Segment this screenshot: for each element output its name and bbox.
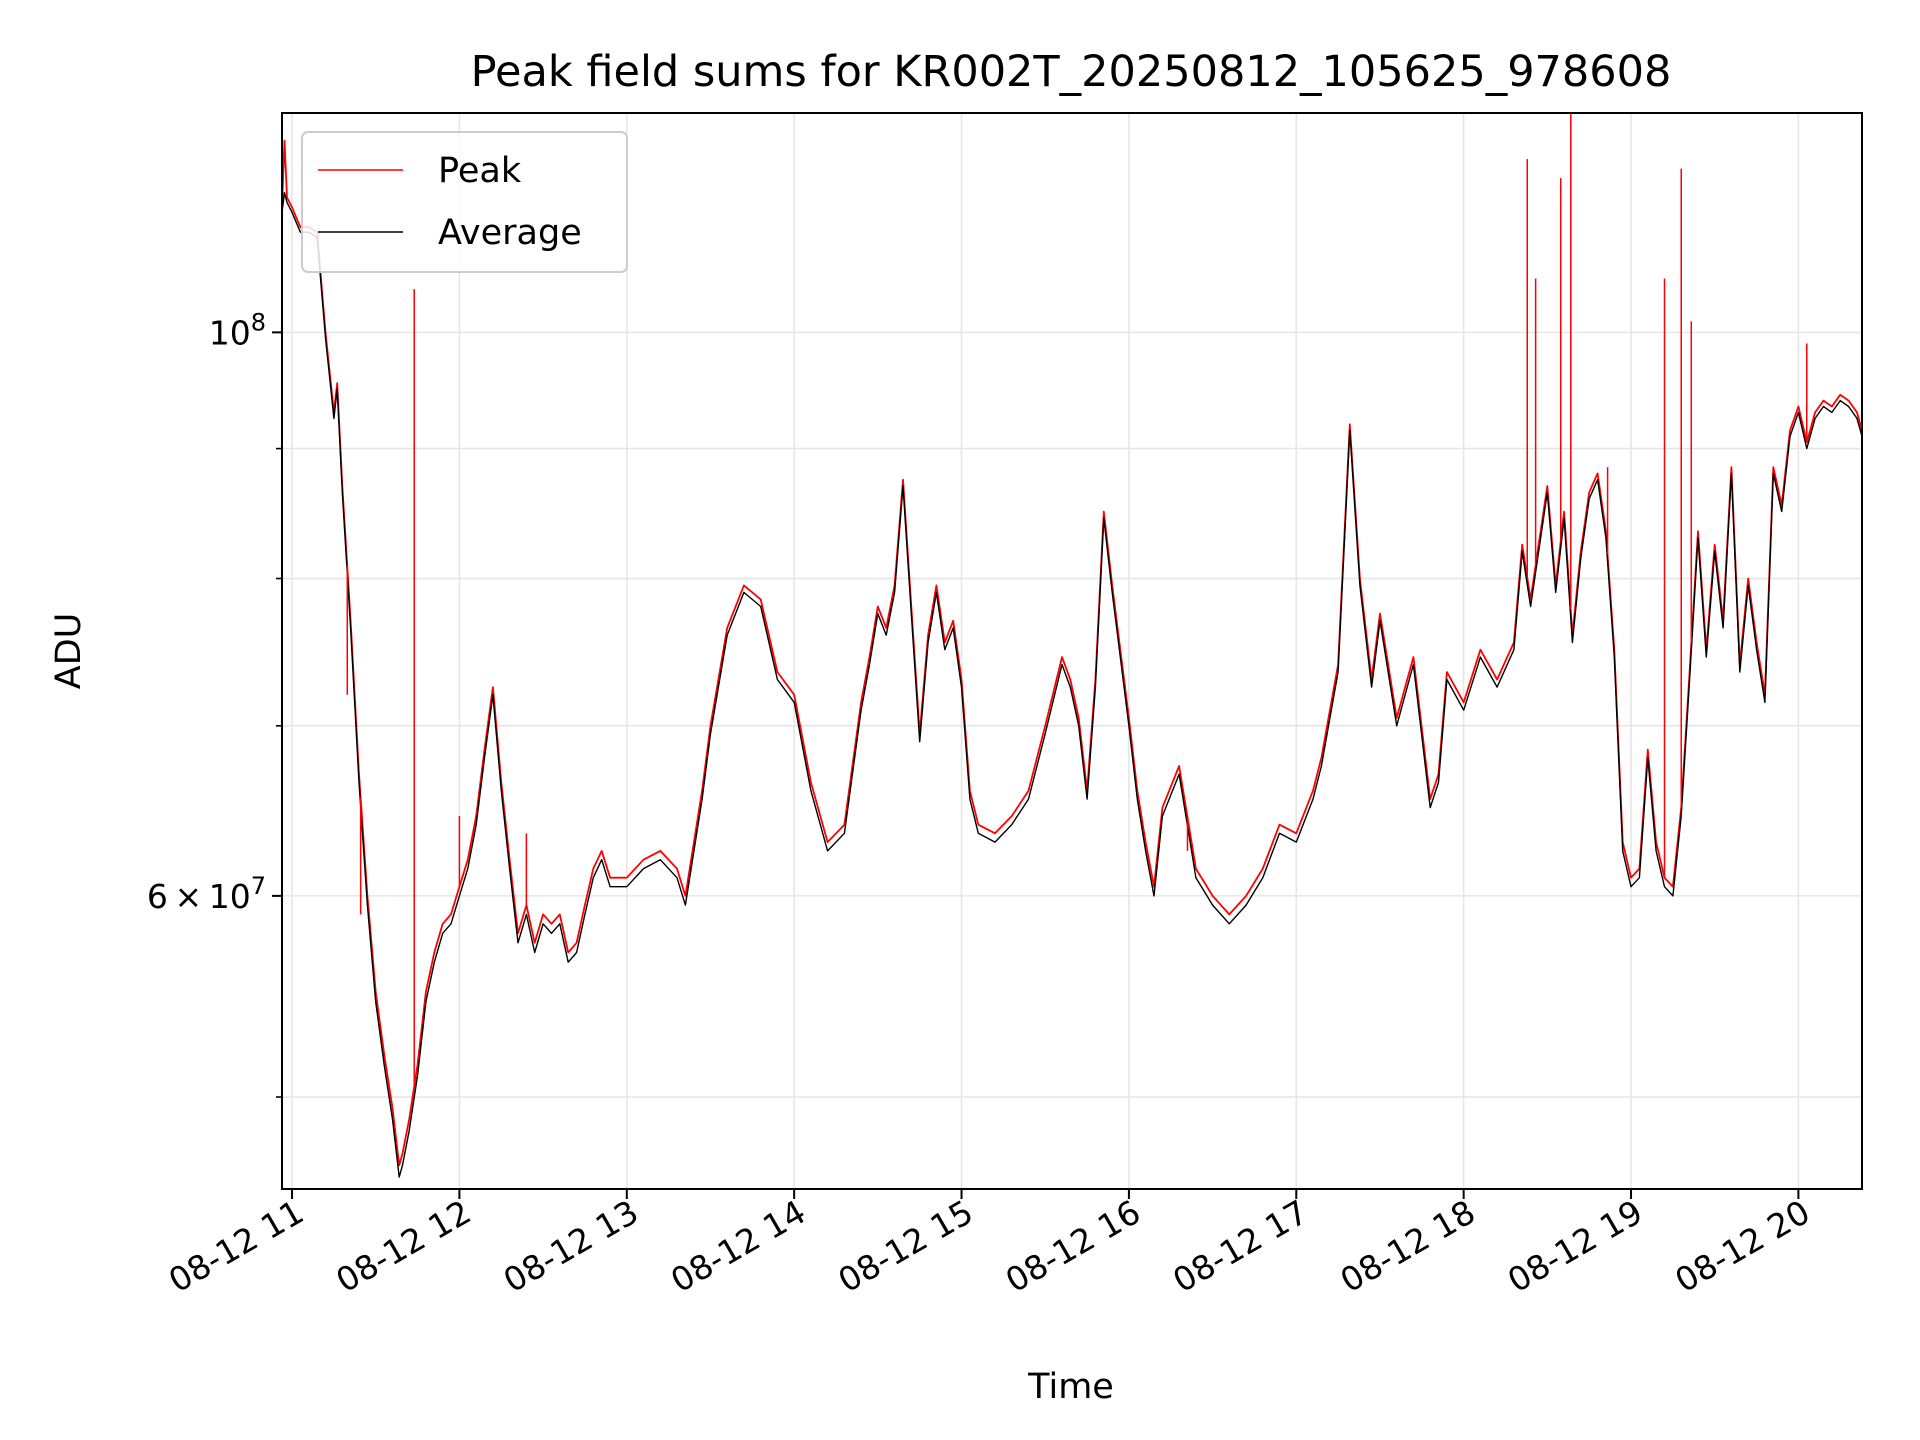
- y-tick-label: 108: [209, 308, 266, 352]
- x-axis-label: Time: [1027, 1367, 1114, 1407]
- legend-average-label: Average: [438, 213, 582, 253]
- series-layer: [281, 113, 1863, 1178]
- series-line-average: [281, 192, 1863, 1178]
- chart-title: Peak field sums for KR002T_20250812_1056…: [471, 47, 1672, 97]
- series-line-peak: [281, 139, 1863, 1167]
- y-tick-label: 6 × 107: [147, 872, 266, 916]
- legend: Peak Average: [301, 131, 628, 273]
- legend-box: [301, 131, 628, 273]
- grid: [282, 113, 1862, 1189]
- y-axis-ticks: 108 6 × 107: [147, 308, 282, 1098]
- y-axis-label: ADU: [49, 613, 89, 690]
- plot-frame: [281, 112, 1863, 1190]
- legend-peak-label: Peak: [438, 151, 522, 191]
